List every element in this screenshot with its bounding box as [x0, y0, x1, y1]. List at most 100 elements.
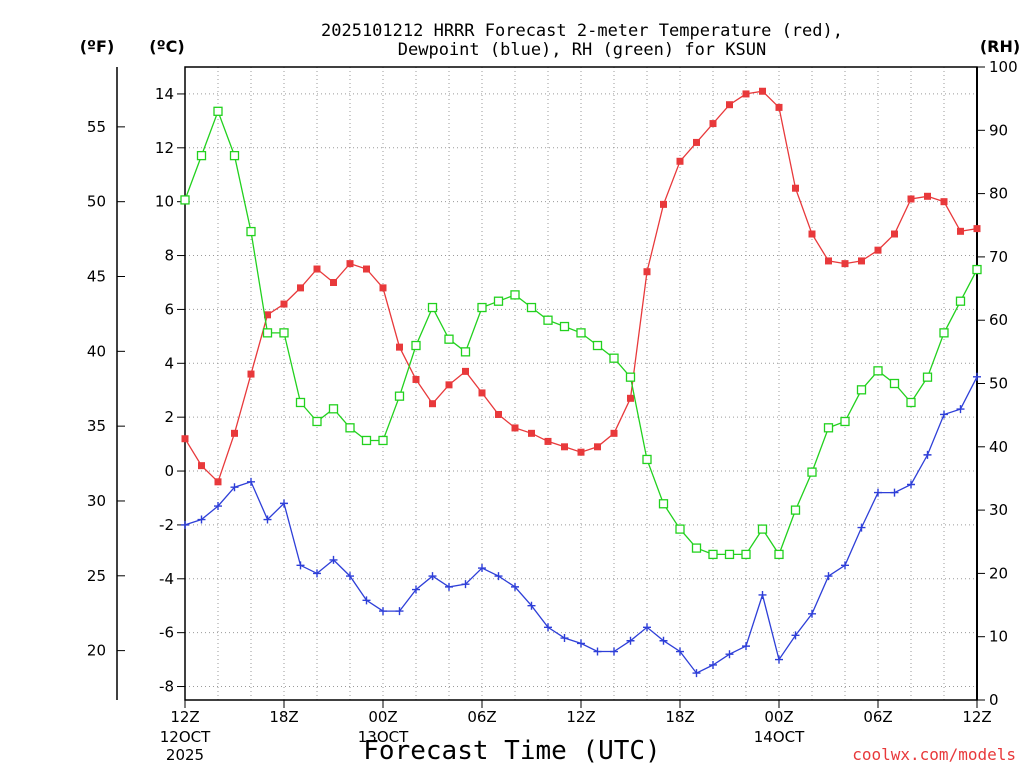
rh-point: [493, 296, 504, 306]
celsius-tick-label: -2: [159, 516, 174, 534]
x-tick-sublabel: 12OCT: [160, 728, 211, 746]
celsius-unit-label: (ºC): [149, 37, 184, 56]
temperature-point: [181, 435, 189, 443]
temperature-point: [957, 227, 964, 235]
rh-point: [196, 150, 207, 161]
dewpoint-point: [742, 642, 750, 651]
x-tick-sublabel: 14OCT: [754, 728, 805, 746]
rh-point: [625, 372, 636, 382]
rh-point: [724, 549, 735, 560]
dewpoint-point: [181, 520, 189, 529]
dewpoint-point: [527, 601, 536, 610]
temperature-point: [231, 429, 238, 437]
rh-point: [889, 378, 900, 389]
temperature-point: [528, 429, 535, 437]
rh-point: [246, 226, 256, 237]
dewpoint-point: [907, 480, 915, 489]
dewpoint-point: [676, 647, 684, 656]
temperature-point: [973, 225, 981, 233]
dewpoint-point: [577, 639, 585, 648]
rh-point: [856, 385, 867, 395]
celsius-tick-label: 10: [155, 193, 174, 211]
rh-point: [790, 505, 801, 515]
rh-point: [477, 302, 487, 313]
dewpoint-point: [511, 582, 519, 591]
temperature-point: [544, 437, 552, 445]
rh-tick-label: 100: [989, 58, 1018, 76]
rh-point: [444, 334, 454, 344]
dewpoint-point: [280, 499, 288, 508]
temperature-point: [792, 184, 799, 192]
rh-point: [460, 347, 471, 357]
rh-point: [658, 499, 669, 509]
dewpoint-point: [923, 450, 932, 459]
dewpoint-point: [313, 569, 321, 578]
rh-point: [279, 328, 289, 338]
temperature-point: [247, 370, 255, 378]
temperature-point: [709, 120, 717, 128]
temperature-point: [775, 103, 783, 111]
x-axis-label: Forecast Time (UTC): [363, 736, 660, 766]
rh-tick-label: 70: [989, 248, 1008, 266]
temperature-point: [858, 257, 865, 265]
temperature-point: [346, 260, 354, 268]
credit-text: coolwx.com/models: [852, 745, 1016, 764]
temperature-point: [198, 462, 205, 470]
x-tick-label: 18Z: [269, 708, 298, 726]
x-tick-label: 12Z: [962, 708, 991, 726]
tick-labels: -8-6-4-202468101214202530354045505501020…: [87, 58, 1018, 764]
x-tick-label: 12Z: [170, 708, 199, 726]
series-layer: [180, 87, 982, 678]
temperature-point: [841, 260, 849, 268]
x-tick-sublabel: 13OCT: [358, 728, 409, 746]
rh-point: [642, 454, 652, 465]
temperature-point: [396, 343, 403, 351]
celsius-tick-label: -4: [159, 570, 174, 588]
temperature-point: [924, 192, 931, 200]
rh-point: [939, 328, 949, 338]
dewpoint-point: [247, 477, 255, 486]
rh-tick-label: 90: [989, 121, 1008, 139]
fahrenheit-tick-label: 45: [87, 268, 106, 286]
x-tick-label: 18Z: [665, 708, 694, 726]
dewpoint-point: [412, 585, 420, 594]
rh-point: [510, 290, 520, 300]
fahrenheit-tick-label: 35: [87, 417, 106, 435]
temperature-point: [264, 311, 271, 319]
celsius-tick-label: -6: [159, 624, 174, 642]
temperature-point: [313, 265, 321, 273]
temperature-point: [693, 138, 700, 146]
temperature-point: [808, 230, 816, 238]
fahrenheit-tick-label: 55: [87, 118, 106, 136]
dewpoint-point: [445, 582, 453, 591]
temperature-point: [379, 284, 387, 292]
rh-point: [675, 524, 685, 534]
celsius-tick-label: 4: [164, 354, 174, 372]
rh-point: [559, 321, 570, 332]
rh-point: [411, 340, 421, 351]
series-temperature: [181, 87, 981, 486]
dewpoint-point: [379, 607, 387, 616]
x-tick-label: 00Z: [368, 708, 397, 726]
dewpoint-point: [478, 564, 486, 573]
fahrenheit-tick-label: 20: [87, 642, 106, 660]
temperature-point: [676, 157, 684, 165]
temperature-point: [891, 230, 898, 238]
temperature-point: [478, 389, 486, 397]
rh-point: [262, 328, 273, 338]
rh-point: [213, 106, 223, 116]
rh-point: [328, 404, 339, 414]
dewpoint-point: [874, 488, 882, 497]
celsius-tick-label: 0: [164, 462, 174, 480]
temperature-point: [429, 400, 436, 408]
rh-point: [345, 423, 355, 433]
dewpoint-point: [494, 572, 503, 581]
grid-lines: [185, 67, 977, 700]
dewpoint-point: [791, 631, 800, 640]
temperature-point: [627, 394, 634, 402]
rh-point: [955, 296, 966, 306]
dewpoint-point: [560, 634, 569, 643]
temperature-point: [907, 195, 915, 203]
temperature-point: [825, 257, 832, 265]
